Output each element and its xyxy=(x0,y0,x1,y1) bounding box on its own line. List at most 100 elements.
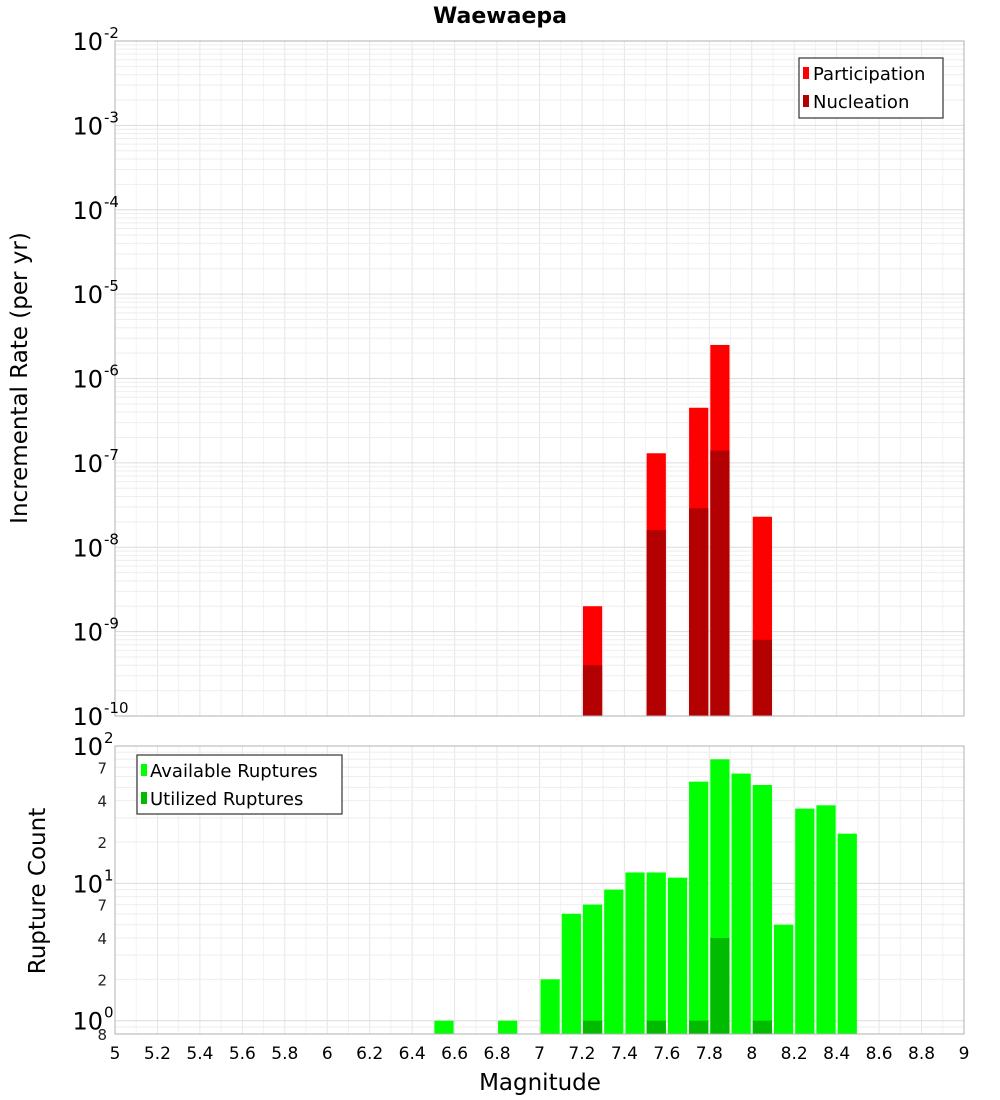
top-y-tick-exponent: -2 xyxy=(104,24,119,42)
bottom-bar-available-ruptures xyxy=(625,872,645,1034)
bottom-bar-utilized-ruptures xyxy=(582,1020,603,1034)
top-bar-nucleation xyxy=(752,639,772,716)
x-tick-label: 7.4 xyxy=(611,1044,638,1064)
bottom-bar-available-ruptures xyxy=(561,913,581,1034)
legend-swatch-nucleation xyxy=(803,95,809,107)
bottom-bar-available-ruptures xyxy=(752,785,772,1034)
bottom-bar-available-ruptures xyxy=(434,1020,454,1034)
bottom-bar-available-ruptures xyxy=(604,889,624,1034)
top-y-tick-exponent: -9 xyxy=(104,615,119,633)
bottom-bar-available-ruptures xyxy=(646,872,666,1034)
bottom-bar-available-ruptures xyxy=(795,808,815,1034)
x-tick-label: 6.8 xyxy=(484,1044,511,1064)
bottom-y-tick-exponent: 1 xyxy=(104,866,114,884)
top-y-tick-base: 10 xyxy=(72,112,103,140)
top-y-tick-base: 10 xyxy=(72,197,103,225)
legend-swatch-participation xyxy=(803,67,809,79)
x-tick-label: 8 xyxy=(746,1044,757,1064)
bottom-bar-available-ruptures xyxy=(498,1020,518,1034)
top-y-tick-exponent: -7 xyxy=(104,446,119,464)
x-tick-label: 6 xyxy=(322,1044,333,1064)
bottom-y-minor-tick-label: 4 xyxy=(97,793,107,811)
x-tick-label: 5.2 xyxy=(144,1044,171,1064)
x-tick-label: 7.8 xyxy=(696,1044,723,1064)
top-y-axis-label: Incremental Rate (per yr) xyxy=(7,232,33,524)
x-tick-label: 7.2 xyxy=(568,1044,595,1064)
legend-swatch-utilized-ruptures xyxy=(141,792,147,804)
bottom-bar-available-ruptures xyxy=(689,781,709,1034)
bottom-y-minor-tick-label: 8 xyxy=(97,1026,107,1044)
top-y-tick-base: 10 xyxy=(72,366,103,394)
x-tick-label: 5 xyxy=(110,1044,121,1064)
bottom-y-tick-exponent: 2 xyxy=(104,729,114,747)
top-bar-nucleation xyxy=(689,508,709,716)
x-tick-label: 8.4 xyxy=(823,1044,850,1064)
top-bar-nucleation xyxy=(646,530,666,716)
legend-label-nucleation: Nucleation xyxy=(813,92,909,113)
legend-label-participation: Participation xyxy=(813,64,925,85)
x-tick-label: 5.6 xyxy=(229,1044,256,1064)
bottom-bars xyxy=(434,759,857,1034)
bottom-bar-available-ruptures xyxy=(731,773,751,1034)
x-axis-label: Magnitude xyxy=(479,1070,601,1096)
x-tick-label: 5.8 xyxy=(271,1044,298,1064)
bottom-y-minor-tick-label: 2 xyxy=(97,971,107,989)
bottom-y-tick-base: 10 xyxy=(72,733,103,761)
top-bar-nucleation xyxy=(582,665,603,716)
top-legend: Participation Nucleation xyxy=(798,57,944,119)
chart-title: Waewaepa xyxy=(433,4,567,29)
bottom-y-axis-label: Rupture Count xyxy=(25,808,51,974)
bottom-y-minor-tick-label: 7 xyxy=(97,759,107,777)
x-tick-label: 8.6 xyxy=(866,1044,893,1064)
bottom-bar-available-ruptures xyxy=(816,805,836,1034)
x-tick-label: 7.6 xyxy=(653,1044,680,1064)
x-tick-label: 8.2 xyxy=(781,1044,808,1064)
x-tick-label: 8.8 xyxy=(908,1044,935,1064)
legend-label-utilized-ruptures: Utilized Ruptures xyxy=(150,789,303,810)
top-y-tick-base: 10 xyxy=(72,703,103,731)
top-bars xyxy=(582,344,772,716)
bottom-y-minor-tick-label: 2 xyxy=(97,834,107,852)
bottom-bar-available-ruptures xyxy=(773,924,794,1034)
bottom-y-minor-tick-label: 7 xyxy=(97,897,107,915)
bottom-bar-available-ruptures xyxy=(667,877,688,1034)
bottom-y-minor-tick-label: 4 xyxy=(97,930,107,948)
bottom-bar-utilized-ruptures xyxy=(689,1020,709,1034)
bottom-bar-available-ruptures xyxy=(540,979,560,1034)
x-ticks: 5 5.2 5.4 5.6 5.8 6 6.2 6.4 6.6 6.8 7 7.2 7.4 7.6 7.8 8… xyxy=(110,1044,970,1064)
top-bar-nucleation xyxy=(710,450,730,716)
x-tick-label: 5.4 xyxy=(186,1044,213,1064)
top-y-tick-base: 10 xyxy=(72,450,103,478)
top-grid xyxy=(114,40,965,717)
top-y-tick-exponent: -10 xyxy=(104,699,129,717)
top-y-tick-exponent: -4 xyxy=(104,193,119,211)
x-tick-label: 9 xyxy=(959,1044,970,1064)
top-y-tick-base: 10 xyxy=(72,619,103,647)
x-tick-label: 6.2 xyxy=(356,1044,383,1064)
top-y-tick-base: 10 xyxy=(72,28,103,56)
bottom-bar-available-ruptures xyxy=(582,904,603,1034)
bottom-bar-utilized-ruptures xyxy=(752,1020,772,1034)
bottom-bar-utilized-ruptures xyxy=(646,1020,666,1034)
top-y-tick-exponent: -8 xyxy=(104,530,119,548)
x-tick-label: 6.4 xyxy=(399,1044,426,1064)
bottom-y-tick-base: 10 xyxy=(72,870,103,898)
top-y-tick-exponent: -3 xyxy=(104,108,119,126)
x-tick-label: 6.6 xyxy=(441,1044,468,1064)
top-y-tick-base: 10 xyxy=(72,281,103,309)
bottom-legend: Available Ruptures Utilized Ruptures xyxy=(136,754,343,815)
bottom-y-tick-base: 10 xyxy=(72,1008,103,1036)
top-y-tick-exponent: -6 xyxy=(104,362,119,380)
legend-label-available-ruptures: Available Ruptures xyxy=(150,761,318,782)
legend-swatch-available-ruptures xyxy=(141,764,147,776)
bottom-bar-available-ruptures xyxy=(837,833,857,1034)
bottom-bar-utilized-ruptures xyxy=(710,938,730,1034)
top-y-tick-exponent: -5 xyxy=(104,277,119,295)
top-y-tick-base: 10 xyxy=(72,534,103,562)
x-tick-label: 7 xyxy=(534,1044,545,1064)
